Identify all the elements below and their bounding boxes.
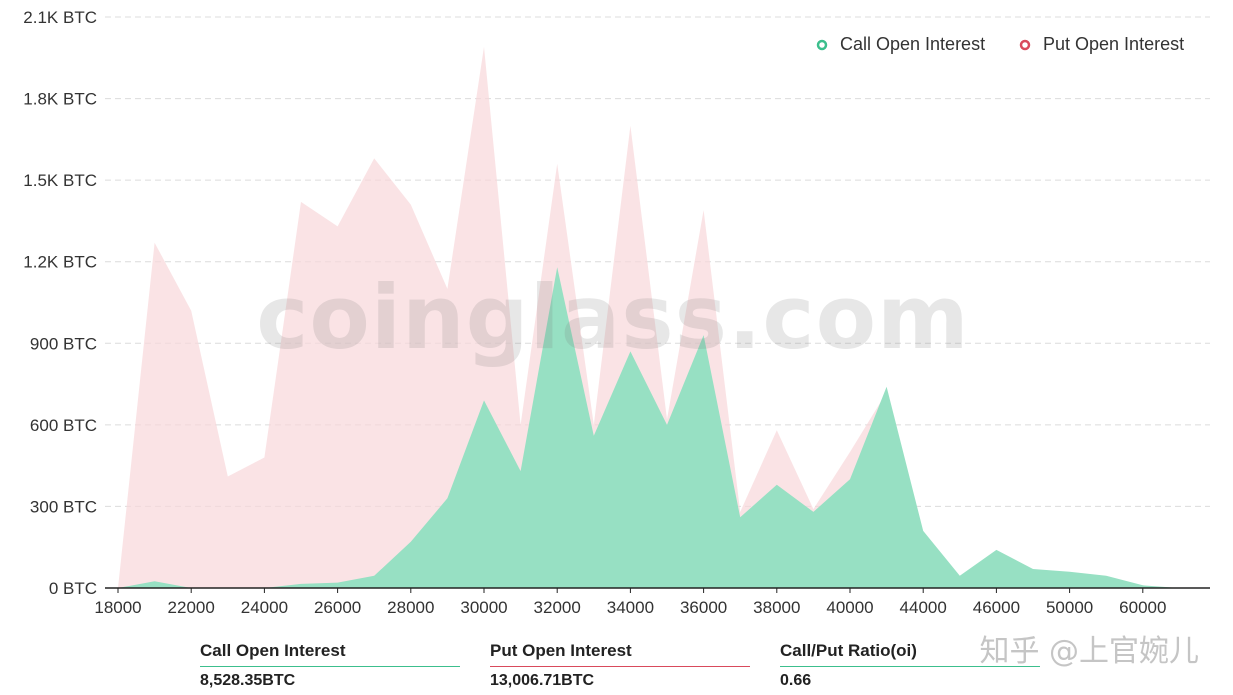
y-tick-label: 300 BTC [30, 497, 97, 516]
y-tick-label: 900 BTC [30, 334, 97, 353]
x-tick-label: 28000 [387, 598, 434, 617]
legend-call-label: Call Open Interest [840, 34, 985, 54]
stat-ratio-value: 0.66 [780, 672, 812, 689]
legend-item-call[interactable]: Call Open Interest [816, 34, 985, 54]
x-tick-label: 50000 [1046, 598, 1093, 617]
x-tick-label: 40000 [826, 598, 873, 617]
summary-stats: Call Open Interest 8,528.35BTC Put Open … [0, 640, 1233, 695]
area-series [118, 46, 1233, 588]
stat-call-underline [200, 666, 460, 667]
y-tick-label: 2.1K BTC [23, 8, 97, 27]
y-tick-label: 1.2K BTC [23, 253, 97, 272]
legend-put-label: Put Open Interest [1043, 34, 1184, 54]
put-legend-dot-icon [1019, 39, 1031, 51]
x-tick-label: 26000 [314, 598, 361, 617]
stat-ratio-label: Call/Put Ratio(oi) [780, 641, 917, 660]
y-tick-label: 600 BTC [30, 416, 97, 435]
x-tick-label: 44000 [900, 598, 947, 617]
x-tick-label: 34000 [607, 598, 654, 617]
y-tick-label: 1.8K BTC [23, 90, 97, 109]
stat-call-put-ratio: Call/Put Ratio(oi) 0.66 [780, 640, 1040, 691]
open-interest-chart: coinglass.com 0 BTC 300 BTC 600 BTC 900 BTC… [23, 8, 1233, 617]
area-call-open-interest [118, 267, 1233, 588]
stat-ratio-underline [780, 666, 1040, 667]
x-tick-label: 22000 [168, 598, 215, 617]
stat-call-open-interest: Call Open Interest 8,528.35BTC [200, 640, 460, 691]
x-tick-label: 60000 [1119, 598, 1166, 617]
stat-call-label: Call Open Interest [200, 641, 346, 660]
legend-item-put[interactable]: Put Open Interest [1019, 34, 1184, 54]
call-legend-dot-icon [816, 39, 828, 51]
legend: Call Open Interest Put Open Interest [816, 34, 1184, 54]
y-tick-label: 1.5K BTC [23, 171, 97, 190]
x-tick-label: 36000 [680, 598, 727, 617]
stat-put-value: 13,006.71BTC [490, 672, 595, 689]
x-tick-label: 46000 [973, 598, 1020, 617]
area-put-open-interest [118, 46, 1233, 588]
stat-put-label: Put Open Interest [490, 641, 632, 660]
x-tick-label: 30000 [460, 598, 507, 617]
stat-call-value: 8,528.35BTC [200, 672, 296, 689]
stat-put-open-interest: Put Open Interest 13,006.71BTC [490, 640, 750, 691]
watermark-text: coinglass.com [256, 266, 969, 369]
x-tick-label: 18000 [94, 598, 141, 617]
source-watermark: 知乎 @上官婉儿 [979, 634, 1199, 669]
stat-put-underline [490, 666, 750, 667]
x-tick-label: 24000 [241, 598, 288, 617]
axes: 0 BTC 300 BTC 600 BTC 900 BTC 1.2K BTC 1.5K B… [23, 8, 1210, 617]
y-tick-label: 0 BTC [49, 579, 97, 598]
x-tick-label: 32000 [534, 598, 581, 617]
x-tick-label: 38000 [753, 598, 800, 617]
